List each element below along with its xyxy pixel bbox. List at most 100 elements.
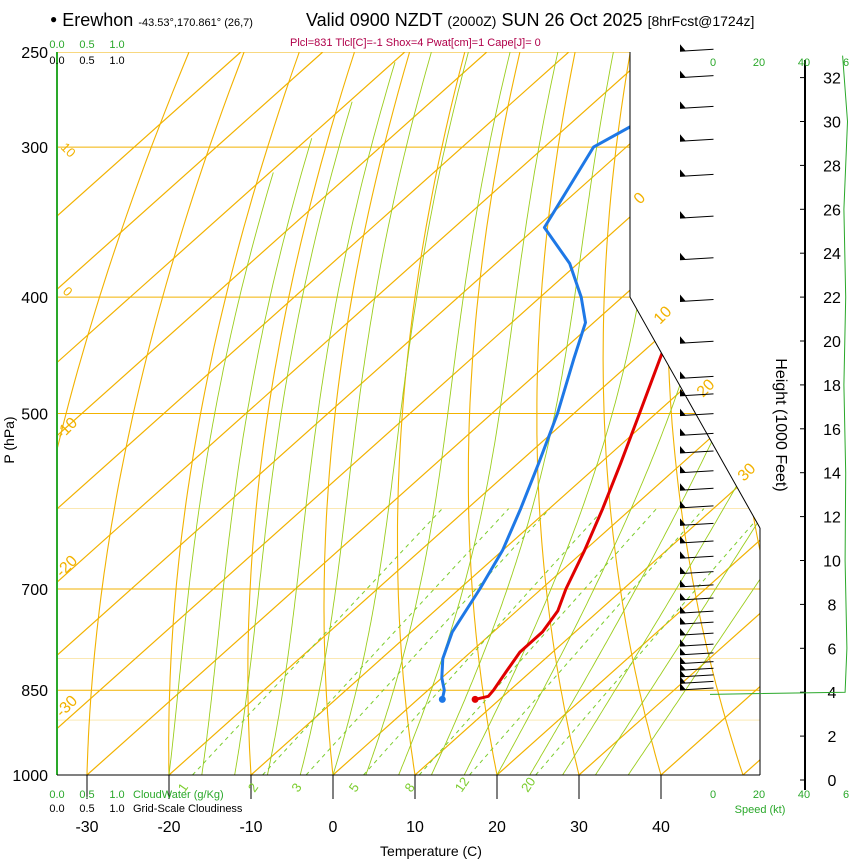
moist-adiabat-line — [332, 52, 469, 775]
bottom-green-scale-label: 1.0 — [109, 789, 124, 801]
wind-barb-flag — [680, 445, 686, 453]
isotherm-line — [414, 52, 760, 775]
top-green-scale-label: 0.5 — [79, 39, 94, 51]
bottom-black-scale-label: 0.0 — [49, 803, 64, 815]
dry-adiabat-line — [536, 52, 586, 775]
moist-adiabat-line — [266, 62, 396, 775]
temperature-profile-surface-dot — [471, 695, 479, 703]
pressure-tick-label: 300 — [21, 140, 48, 157]
bottom-green-scale-label: 0.5 — [79, 789, 94, 801]
wind-barb-flag — [680, 647, 686, 655]
isotherm-label: 30 — [735, 460, 760, 485]
temperature-tick-label: 40 — [652, 819, 670, 836]
mixing-ratio-label: 12 — [452, 774, 473, 794]
bottom-black-scale-label: 1.0 — [109, 803, 124, 815]
top-black-scale-label: 1.0 — [109, 55, 124, 67]
dry-adiabat-line — [602, 52, 670, 775]
pressure-tick-label: 850 — [21, 683, 48, 700]
wind-barb-flag — [680, 606, 686, 614]
top-black-scale-label: 0.0 — [49, 55, 64, 67]
height-tick-label: 26 — [823, 202, 841, 219]
pressure-tick-label: 500 — [21, 407, 48, 424]
height-tick-label: 10 — [823, 554, 841, 571]
height-tick-label: 30 — [823, 115, 841, 132]
mixing-ratio-label: 3 — [288, 780, 304, 795]
isotherm-label: 20 — [694, 376, 719, 401]
wind-barb-flag — [680, 593, 686, 601]
wind-barb-flag — [680, 535, 686, 543]
wind-barb-flag — [680, 628, 686, 636]
isotherm-line — [57, 52, 652, 775]
temperature-tick-label: -20 — [157, 819, 180, 836]
wind-barb-flag — [680, 683, 686, 691]
cloudiness-label: Grid-Scale Cloudiness — [133, 803, 243, 815]
moist-adiabat-line — [365, 52, 511, 775]
moist-adiabat-line — [234, 101, 353, 775]
mixing-ratio-line — [469, 508, 705, 775]
valid-time: Valid 0900 NZDT — [306, 10, 443, 30]
moist-adiabat-line — [562, 52, 760, 775]
wind-barb-flag — [680, 500, 686, 508]
height-tick-label: 4 — [828, 685, 837, 702]
pressure-axis-label: P (hPa) — [1, 416, 17, 463]
height-tick-label: 8 — [828, 597, 837, 614]
height-axis-label: Height (1000 Feet) — [772, 358, 789, 491]
mixing-ratio-label: 2 — [245, 780, 261, 795]
wind-barb-flag — [680, 639, 686, 647]
wind-barb-flag — [680, 465, 686, 473]
pressure-tick-label: 400 — [21, 290, 48, 307]
dry-adiabat-line — [467, 52, 526, 775]
isotherm-line — [57, 52, 324, 775]
wind-barb-flag — [680, 566, 686, 574]
moist-adiabat-line — [201, 138, 313, 775]
station-bullet: ● — [50, 12, 58, 26]
moist-adiabat-line — [627, 52, 760, 775]
wind-barb-flag — [680, 388, 686, 396]
moist-adiabat-line — [430, 52, 614, 775]
wind-barb-flag — [680, 663, 686, 671]
wind-barb-flag — [680, 336, 686, 344]
isotherm-line — [57, 52, 570, 775]
height-tick-label: 28 — [823, 158, 841, 175]
temperature-axis-label: Temperature (C) — [380, 843, 482, 859]
mixing-ratio-line — [192, 508, 443, 775]
speed-axis-label: Speed (kt) — [735, 804, 786, 816]
isotherm-line — [250, 52, 760, 775]
bottom-black-scale-label: 0.5 — [79, 803, 94, 815]
wind-speed-bottom-label: 0 — [710, 789, 716, 801]
temperature-tick-label: -30 — [75, 819, 98, 836]
dry-adiabat-line — [323, 52, 417, 775]
dry-adiabat-line — [790, 31, 850, 801]
wind-speed-top-label: 40 — [798, 57, 810, 69]
station-coords: -43.53°,170.861° (26,7) — [138, 17, 253, 29]
temperature-tick-label: -10 — [239, 819, 262, 836]
wind-speed-bottom-label: 6 — [843, 789, 849, 801]
wind-speed-top-label: 6 — [843, 57, 849, 69]
isotherm-label: 0 — [631, 189, 649, 207]
dry-adiabat-line — [85, 52, 253, 775]
height-tick-label: 32 — [823, 71, 841, 88]
dry-adiabat-line — [57, 52, 199, 775]
bottom-green-scale-label: 0.0 — [49, 789, 64, 801]
utc-time: (2000Z) — [447, 13, 497, 29]
wind-barb-flag — [680, 252, 686, 260]
pressure-tick-label: 700 — [21, 582, 48, 599]
wind-barb-flag — [680, 676, 686, 684]
moist-adiabat-line — [168, 172, 274, 775]
moist-adiabat-line — [299, 52, 432, 775]
top-black-scale-label: 0.5 — [79, 55, 94, 67]
mixing-ratio-line — [363, 508, 605, 775]
wind-barb-flag — [680, 428, 686, 436]
wind-barb-flag — [680, 408, 686, 416]
height-tick-label: 18 — [823, 378, 841, 395]
height-tick-label: 20 — [823, 334, 841, 351]
moist-adiabat-line — [595, 52, 760, 775]
cloudwater-label: CloudWater (g/Kg) — [133, 789, 224, 801]
isotherm-line — [86, 52, 760, 775]
dry-adiabat-line — [247, 52, 363, 775]
wind-barb-flag — [680, 211, 686, 219]
dewpoint-profile — [440, 71, 736, 700]
mixing-ratio-line — [305, 508, 551, 775]
isotherm-line — [57, 52, 488, 775]
